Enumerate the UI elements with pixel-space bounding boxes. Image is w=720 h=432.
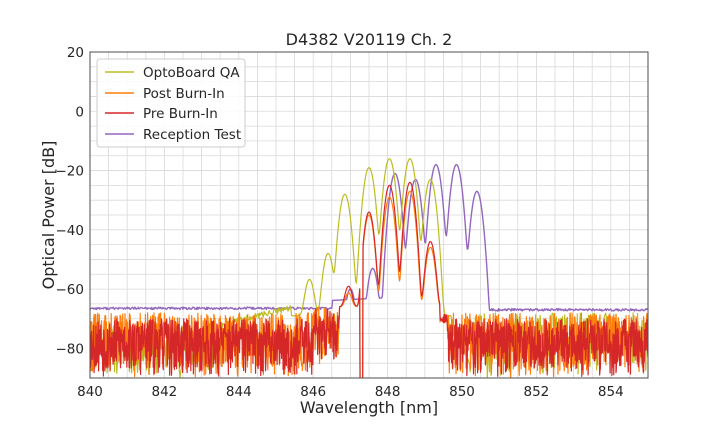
legend-label-post-burn-in: Post Burn-In (143, 86, 225, 102)
y-axis-label: Optical Power [dB] (39, 141, 58, 290)
y-tick-label: −20 (56, 164, 85, 180)
y-tick-label: −60 (56, 282, 85, 298)
x-tick-label: 842 (152, 384, 178, 400)
y-tick-label: −80 (56, 341, 85, 357)
legend-box (96, 58, 246, 148)
series-pre-burn-in (90, 181, 648, 378)
chart-title: D4382 V20119 Ch. 2 (286, 30, 453, 49)
x-tick-labels: 840 842 844 846 848 850 852 854 (77, 384, 624, 400)
x-tick-label: 850 (449, 384, 475, 400)
plot-frame (89, 51, 649, 379)
x-axis-label: Wavelength [nm] (300, 398, 438, 417)
y-tick-labels: 20 0 −20 −40 −60 −80 (56, 45, 85, 357)
x-tick-label: 852 (524, 384, 550, 400)
x-tick-label: 848 (375, 384, 401, 400)
x-tick-label: 854 (598, 384, 624, 400)
y-tick-label: −40 (56, 223, 85, 239)
x-tick-label: 844 (226, 384, 252, 400)
legend-label-pre-burn-in: Pre Burn-In (143, 106, 218, 122)
legend-label-optoboard-qa: OptoBoard QA (143, 65, 240, 81)
series-layer (90, 158, 648, 378)
legend-label-reception-test: Reception Test (143, 127, 241, 143)
y-tick-label: 0 (75, 104, 84, 120)
x-tick-label: 846 (300, 384, 326, 400)
legend: OptoBoard QA Post Burn-In Pre Burn-In Re… (96, 58, 246, 148)
series-reception-test (90, 163, 648, 312)
x-tick-label: 840 (77, 384, 103, 400)
y-tick-label: 20 (67, 45, 84, 61)
